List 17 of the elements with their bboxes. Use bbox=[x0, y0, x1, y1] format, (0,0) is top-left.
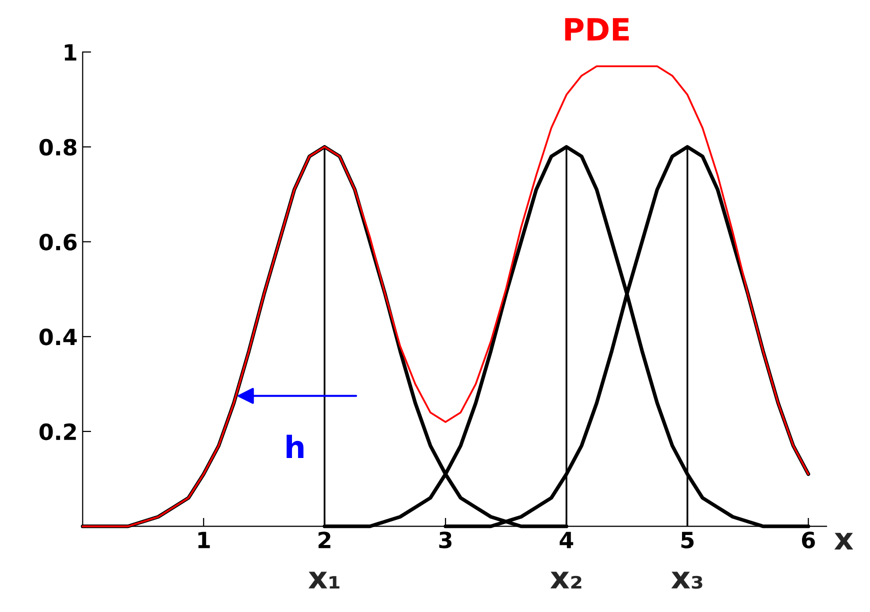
y-tick-label: 0.4 bbox=[39, 328, 77, 346]
annotation: x₁ bbox=[308, 572, 340, 589]
x-tick-label: 2 bbox=[318, 532, 330, 548]
x-tick-label: 5 bbox=[681, 532, 694, 548]
annotation: h bbox=[286, 434, 304, 458]
y-tick-label: 0.8 bbox=[39, 138, 76, 156]
x-axis-title: x bbox=[834, 532, 854, 550]
annotation: x₃ bbox=[671, 572, 702, 589]
y-tick-label: 0.2 bbox=[39, 423, 76, 440]
x-tick-label: 4 bbox=[560, 532, 574, 548]
x-tick-label: 1 bbox=[198, 532, 210, 548]
series-label: PDE bbox=[565, 18, 629, 40]
x-tick-label: 3 bbox=[439, 532, 452, 548]
annotation: x₂ bbox=[550, 572, 582, 589]
x-tick-label: 6 bbox=[802, 532, 815, 548]
y-tick-label: 0.6 bbox=[39, 234, 77, 250]
y-tick-label: 1 bbox=[64, 44, 76, 60]
